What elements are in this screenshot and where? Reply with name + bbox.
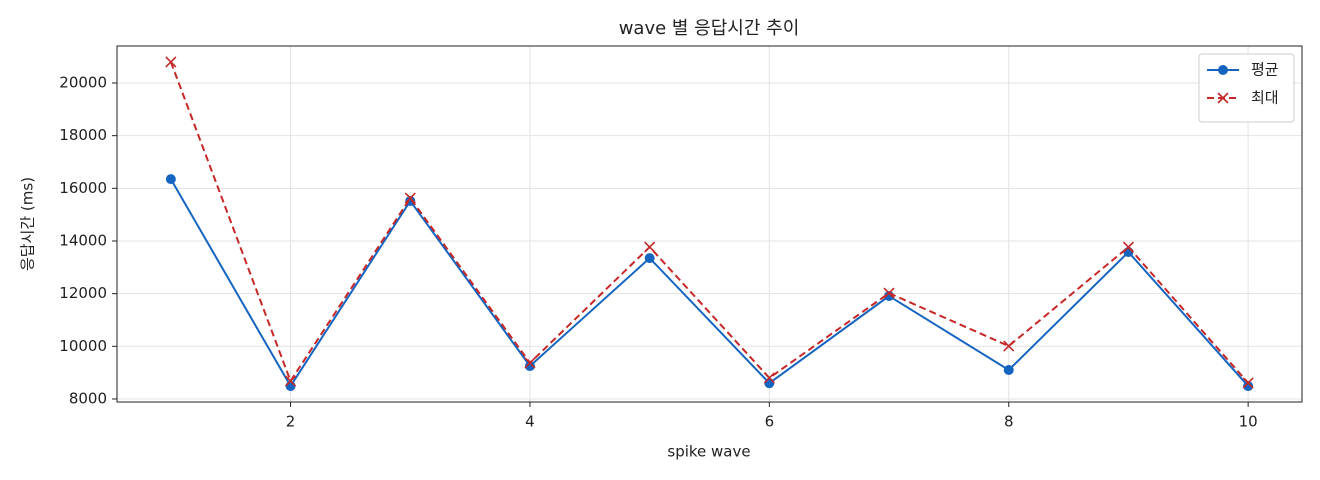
series-line <box>169 61 1249 384</box>
data-point <box>524 357 536 369</box>
data-point <box>1243 381 1254 392</box>
y-tick-label: 20000 <box>59 73 107 91</box>
data-point <box>763 372 775 384</box>
data-point <box>524 361 535 372</box>
legend-box <box>1198 53 1295 123</box>
data-point <box>1003 365 1014 376</box>
x-tick-label: 10 <box>1239 413 1258 431</box>
data-point <box>1122 241 1135 253</box>
x-tick-label: 2 <box>286 413 296 431</box>
series-line <box>169 178 1249 388</box>
legend-marker <box>1217 92 1229 104</box>
y-tick-label: 16000 <box>59 179 107 197</box>
x-tick-label: 6 <box>765 413 775 431</box>
y-axis-label: 응답시간 (ms) <box>19 177 37 271</box>
x-tick-label: 4 <box>525 413 535 431</box>
data-point <box>1242 377 1254 389</box>
y-tick-label: 10000 <box>59 337 107 355</box>
y-tick-label: 18000 <box>59 126 107 144</box>
legend-label: 최대 <box>1251 89 1279 107</box>
data-point <box>1003 340 1015 352</box>
x-axis-label: spike wave <box>667 443 750 461</box>
data-point <box>165 174 176 185</box>
data-point <box>883 287 895 299</box>
chart-title: wave 별 응답시간 추이 <box>619 18 800 39</box>
data-point <box>165 56 177 68</box>
y-tick-label: 12000 <box>59 284 107 302</box>
data-point <box>644 241 656 253</box>
plot-frame <box>116 45 1303 403</box>
y-tick-label: 14000 <box>59 231 107 249</box>
y-tick-label: 8000 <box>69 389 107 407</box>
data-point <box>764 378 775 389</box>
x-tick-label: 8 <box>1004 413 1014 431</box>
data-point <box>644 253 655 264</box>
data-point <box>285 381 296 392</box>
legend-marker <box>1218 65 1228 75</box>
data-point <box>284 375 297 387</box>
legend-label: 평균 <box>1251 61 1279 79</box>
data-point <box>404 192 416 204</box>
